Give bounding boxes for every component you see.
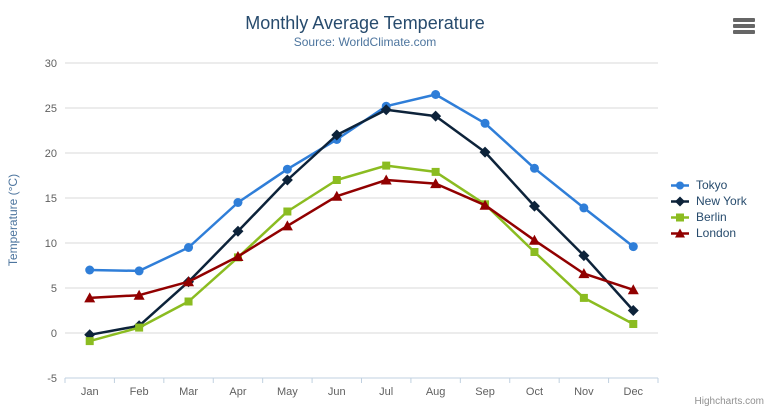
y-axis-label: 0 bbox=[51, 328, 57, 340]
data-point-new-york[interactable] bbox=[627, 305, 639, 316]
x-axis-label: Aug bbox=[426, 386, 446, 398]
data-point-tokyo[interactable] bbox=[529, 163, 539, 173]
data-point-london[interactable] bbox=[430, 178, 442, 189]
data-point-london[interactable] bbox=[84, 292, 96, 303]
chart-title: Monthly Average Temperature bbox=[245, 13, 485, 33]
hamburger-icon bbox=[733, 18, 755, 22]
chart-subtitle: Source: WorldClimate.com bbox=[293, 35, 437, 49]
data-point-new-york[interactable] bbox=[430, 110, 442, 122]
y-axis-label: 15 bbox=[45, 193, 57, 205]
data-point-berlin[interactable] bbox=[283, 207, 292, 216]
series-line-tokyo bbox=[88, 93, 635, 273]
legend-item-tokyo[interactable]: Tokyo bbox=[671, 177, 747, 193]
data-point-berlin[interactable] bbox=[85, 337, 94, 346]
data-point-london[interactable] bbox=[331, 190, 343, 201]
legend-label: London bbox=[696, 226, 737, 240]
data-point-new-york[interactable] bbox=[578, 250, 590, 262]
data-point-tokyo[interactable] bbox=[579, 203, 589, 213]
data-point-berlin[interactable] bbox=[530, 248, 539, 256]
y-axis-label: 30 bbox=[45, 58, 57, 70]
data-point-london[interactable] bbox=[380, 174, 392, 185]
data-point-berlin[interactable] bbox=[431, 167, 440, 176]
hamburger-icon bbox=[733, 30, 755, 34]
credits-link[interactable]: Highcharts.com bbox=[694, 396, 764, 407]
y-axis-label: 20 bbox=[45, 148, 57, 160]
x-axis-label: Jan bbox=[81, 386, 99, 398]
data-point-tokyo[interactable] bbox=[134, 266, 144, 276]
y-axis-label: 10 bbox=[45, 238, 57, 250]
data-point-tokyo[interactable] bbox=[282, 164, 292, 174]
x-axis-label: May bbox=[277, 386, 298, 398]
data-point-tokyo[interactable] bbox=[628, 242, 638, 252]
series-line-berlin bbox=[88, 164, 635, 343]
legend-item-london[interactable]: London bbox=[671, 225, 747, 241]
legend-item-berlin[interactable]: Berlin bbox=[671, 209, 747, 225]
data-point-new-york[interactable] bbox=[479, 146, 491, 158]
x-axis-label: Nov bbox=[574, 386, 594, 398]
data-point-new-york[interactable] bbox=[331, 129, 343, 141]
legend-marker-triangle-icon bbox=[671, 228, 689, 237]
data-point-london[interactable] bbox=[578, 268, 590, 279]
data-point-berlin[interactable] bbox=[135, 323, 144, 332]
context-menu-button[interactable] bbox=[733, 18, 755, 34]
legend-label: New York bbox=[696, 194, 747, 208]
legend-label: Tokyo bbox=[696, 178, 728, 192]
x-axis-label: Mar bbox=[179, 386, 198, 398]
hamburger-icon bbox=[733, 24, 755, 28]
legend-label: Berlin bbox=[696, 210, 727, 224]
data-point-tokyo[interactable] bbox=[233, 198, 243, 207]
data-point-new-york[interactable] bbox=[281, 174, 293, 186]
data-point-tokyo[interactable] bbox=[85, 265, 95, 275]
x-axis-label: Dec bbox=[624, 386, 644, 398]
data-point-london[interactable] bbox=[479, 199, 491, 210]
data-point-berlin[interactable] bbox=[184, 297, 193, 306]
x-axis-label: Jul bbox=[379, 386, 393, 398]
data-point-london[interactable] bbox=[528, 234, 540, 245]
x-axis-label: Sep bbox=[475, 386, 495, 398]
data-point-tokyo[interactable] bbox=[184, 243, 194, 252]
legend: Tokyo New York Berlin London bbox=[671, 177, 747, 241]
data-point-berlin[interactable] bbox=[629, 320, 638, 328]
series-line-new-york bbox=[88, 108, 635, 337]
data-point-tokyo[interactable] bbox=[480, 118, 490, 128]
data-point-berlin[interactable] bbox=[579, 293, 588, 302]
data-point-london[interactable] bbox=[232, 251, 244, 261]
x-axis-label: Oct bbox=[526, 386, 543, 398]
legend-marker-circle-icon bbox=[671, 181, 689, 189]
data-point-berlin[interactable] bbox=[382, 161, 391, 170]
y-axis-label: 25 bbox=[45, 103, 57, 115]
data-point-london[interactable] bbox=[133, 289, 145, 300]
y-axis-title: Temperature (°C) bbox=[6, 173, 20, 267]
x-axis-label: Jun bbox=[328, 386, 346, 398]
data-point-new-york[interactable] bbox=[528, 200, 540, 212]
data-point-london[interactable] bbox=[627, 284, 639, 295]
y-axis-label: -5 bbox=[47, 373, 57, 385]
series-line-london bbox=[88, 178, 635, 300]
data-point-london[interactable] bbox=[281, 220, 293, 231]
legend-marker-diamond-icon bbox=[671, 196, 689, 206]
data-point-london[interactable] bbox=[183, 276, 195, 287]
data-point-new-york[interactable] bbox=[380, 104, 392, 116]
y-axis-label: 5 bbox=[51, 283, 57, 295]
data-point-tokyo[interactable] bbox=[431, 90, 441, 99]
legend-item-new-york[interactable]: New York bbox=[671, 193, 747, 209]
data-point-new-york[interactable] bbox=[232, 225, 244, 237]
x-axis-label: Apr bbox=[229, 386, 246, 398]
data-point-berlin[interactable] bbox=[332, 176, 341, 184]
legend-marker-square-icon bbox=[671, 213, 689, 221]
x-axis-label: Feb bbox=[130, 386, 149, 398]
